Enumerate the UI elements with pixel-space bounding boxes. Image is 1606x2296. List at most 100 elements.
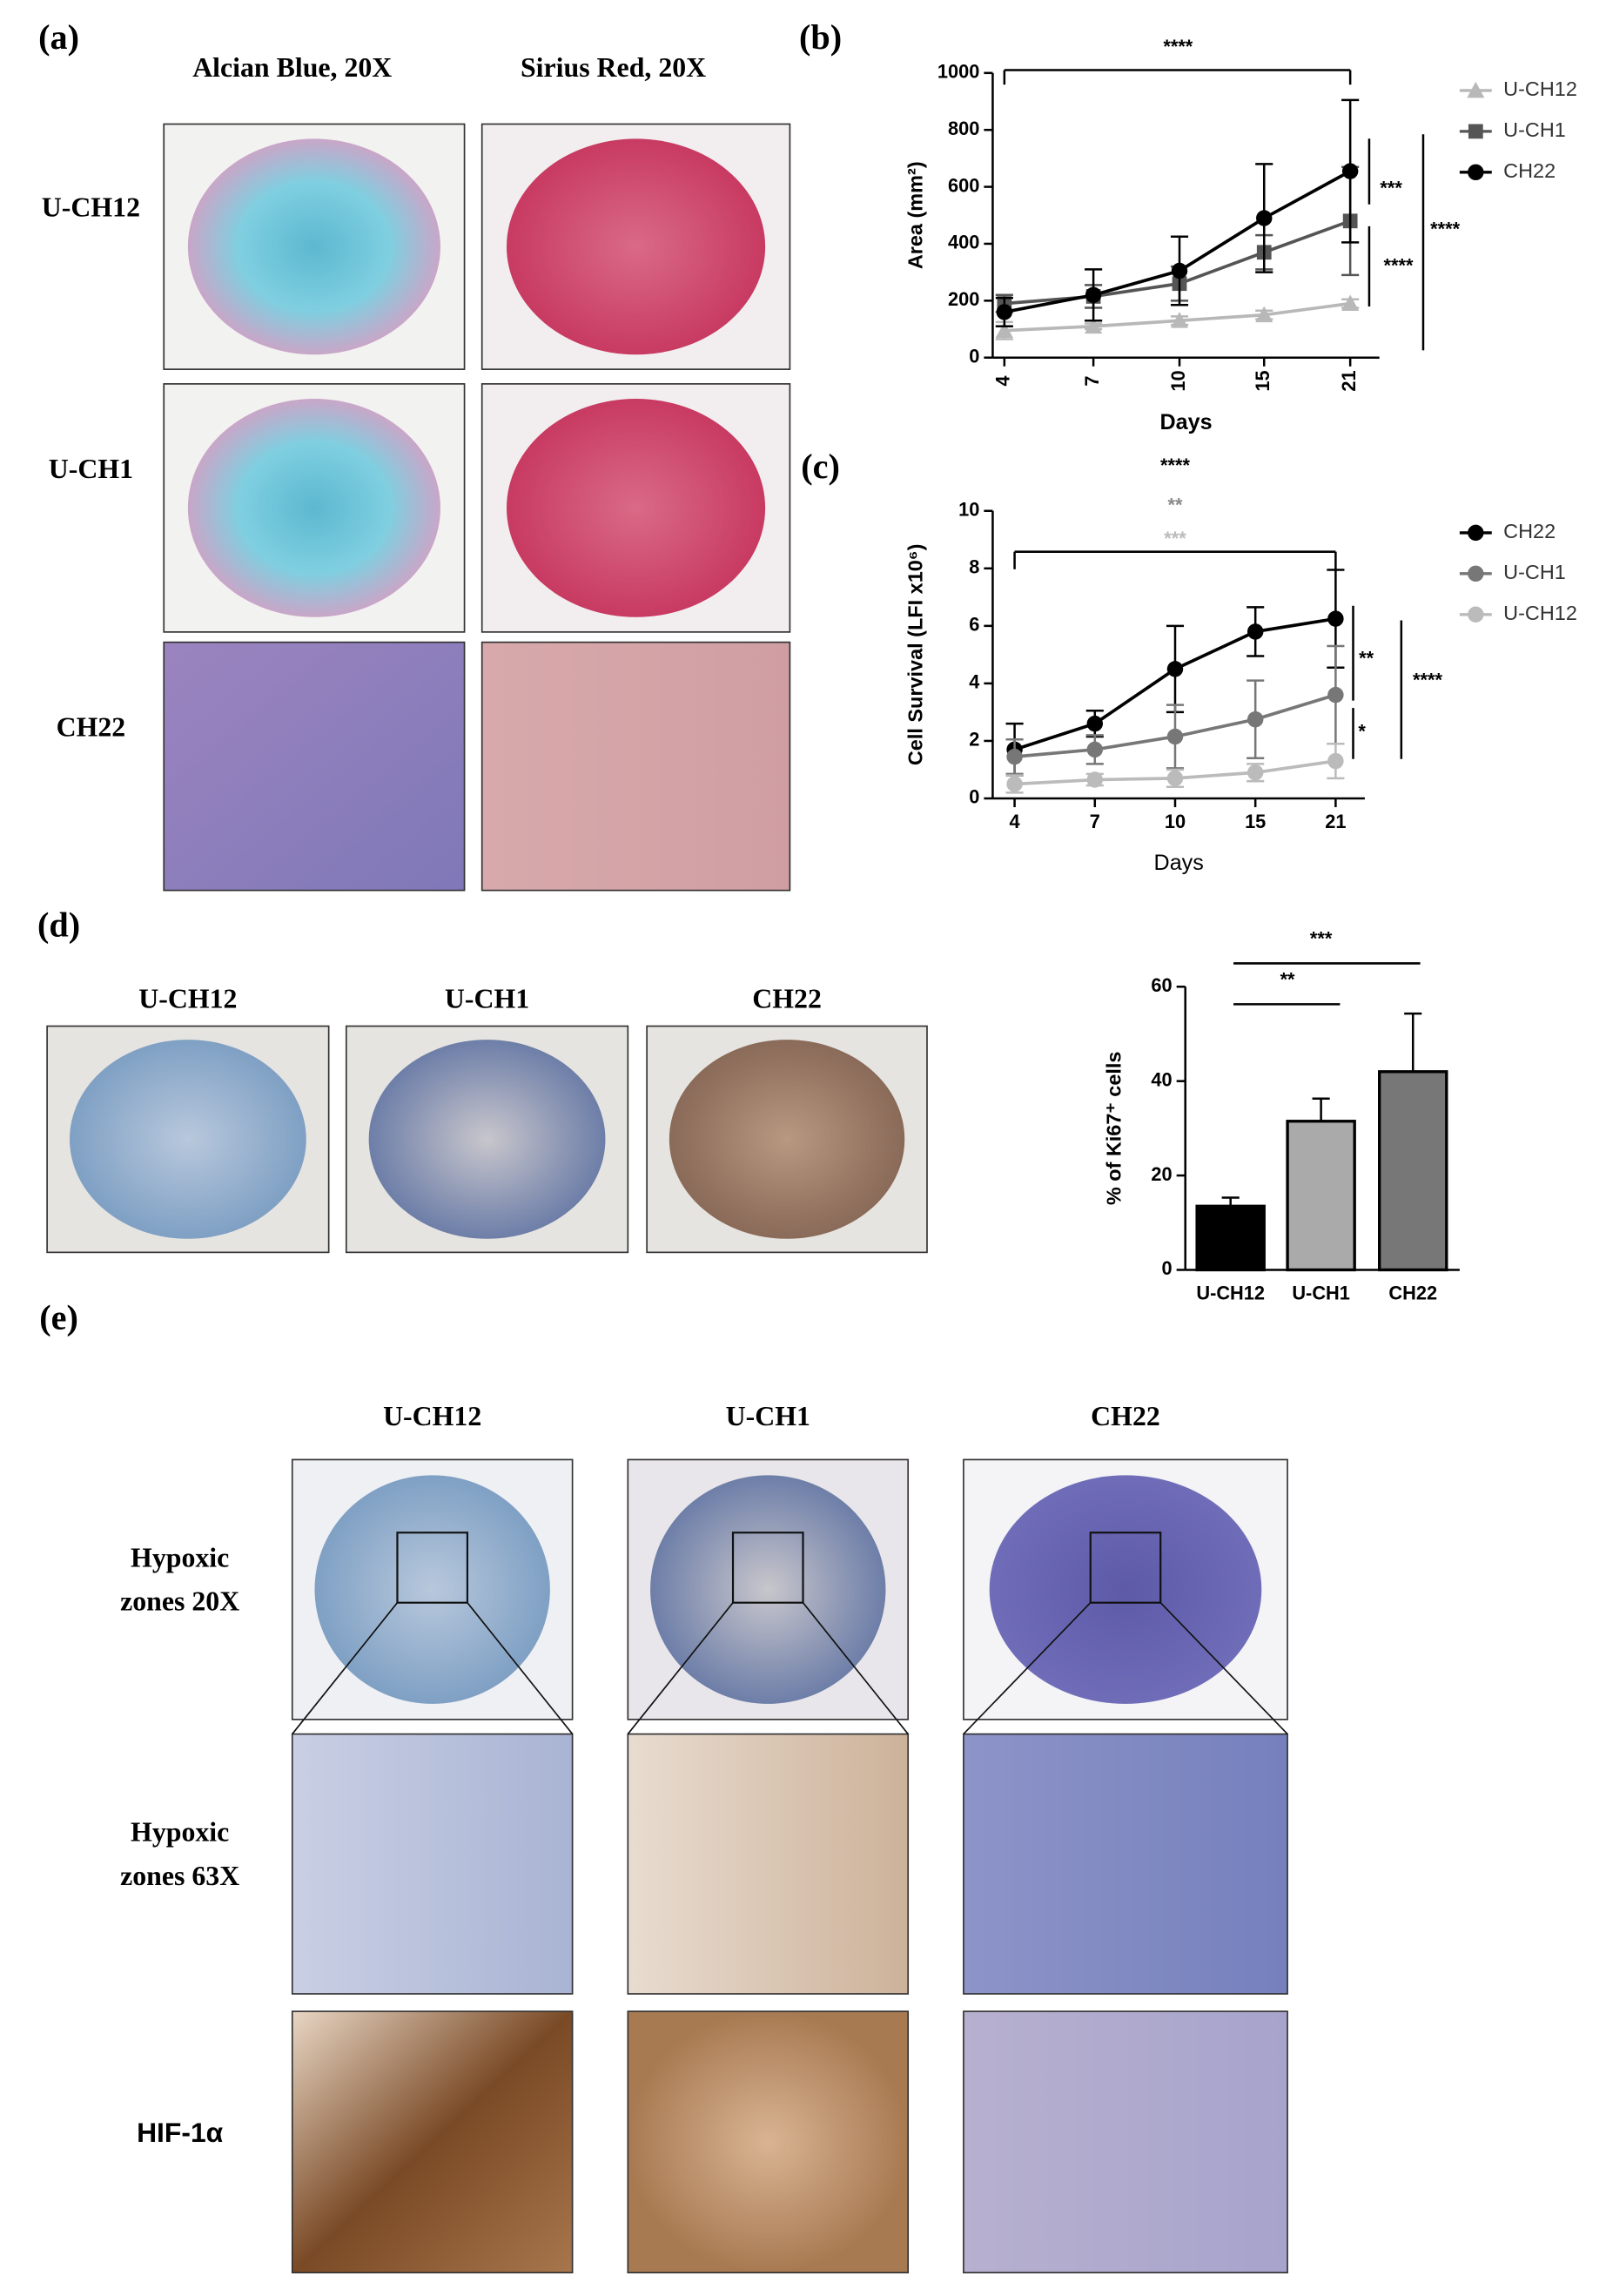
panel-label: (b)	[799, 17, 842, 57]
legend-marker	[1468, 124, 1483, 139]
marker	[996, 304, 1013, 320]
marker	[1170, 312, 1189, 328]
specimen	[70, 1040, 306, 1239]
y-tick-label: 40	[1151, 1068, 1172, 1090]
significance: *	[1358, 720, 1366, 742]
zoom-box	[731, 1532, 804, 1604]
significance: ****	[1413, 670, 1442, 691]
legend-marker	[1468, 606, 1484, 623]
marker	[1086, 771, 1104, 788]
marker	[1086, 741, 1104, 758]
row-label: HIF-1α	[137, 2117, 224, 2148]
y-tick-label: 20	[1151, 1163, 1172, 1185]
zoom-line	[963, 1602, 1092, 1735]
significance: ****	[1384, 255, 1414, 277]
row-label: U-CH12	[42, 192, 140, 223]
marker	[995, 321, 1013, 339]
y-tick-label: 10	[958, 498, 979, 520]
y-tick-label: 6	[969, 614, 979, 636]
y-tick-label: 8	[969, 556, 979, 578]
specimen	[650, 1475, 886, 1704]
x-tick-label: 10	[1167, 370, 1189, 391]
marker	[1166, 661, 1184, 677]
x-tick-label: 15	[1245, 811, 1266, 832]
x-axis-label: Days	[1160, 410, 1213, 434]
bar	[1378, 1070, 1448, 1272]
series-line	[1004, 219, 1351, 306]
row-label: zones 63X	[120, 1861, 239, 1891]
significance: **	[1359, 647, 1374, 669]
row-label: CH22	[57, 712, 126, 743]
marker	[1246, 764, 1264, 781]
column-label: U-CH1	[726, 1401, 810, 1431]
legend-marker	[1467, 81, 1485, 98]
column-label: U-CH12	[138, 983, 237, 1013]
row-label: Hypoxic	[131, 1817, 229, 1848]
column-label: Alcian Blue, 20X	[192, 52, 392, 83]
x-tick-label: 4	[992, 375, 1014, 386]
y-axis-label: Cell Survival (LFI x10⁶)	[904, 544, 926, 766]
x-tick-label: CH22	[1388, 1283, 1437, 1304]
y-tick-label: 0	[969, 786, 979, 808]
x-tick-label: U-CH12	[1196, 1283, 1265, 1304]
column-label: CH22	[752, 983, 822, 1013]
micrograph	[627, 2010, 910, 2274]
specimen	[669, 1040, 905, 1239]
legend-label: CH22	[1503, 520, 1556, 542]
y-axis-label: % of Ki67⁺ cells	[1102, 1052, 1125, 1206]
marker	[1341, 294, 1360, 311]
legend-label: U-CH1	[1503, 561, 1566, 583]
micrograph	[963, 1733, 1288, 1995]
specimen	[506, 138, 766, 355]
marker	[1246, 623, 1264, 640]
marker	[1256, 210, 1273, 226]
specimen	[506, 398, 766, 617]
marker	[1166, 728, 1184, 745]
row-label: U-CH1	[49, 454, 133, 484]
specimen	[187, 138, 440, 355]
significance: **	[1168, 494, 1183, 515]
micrograph	[627, 1733, 910, 1995]
zoom-line	[1159, 1602, 1288, 1735]
marker	[1166, 770, 1184, 787]
significance: ****	[1163, 36, 1193, 57]
marker	[1086, 715, 1104, 732]
column-label: U-CH12	[383, 1401, 481, 1431]
significance: ***	[1380, 178, 1402, 199]
specimen	[368, 1040, 606, 1239]
legend-label: U-CH12	[1503, 77, 1577, 100]
marker	[1327, 686, 1344, 704]
marker	[1341, 163, 1359, 179]
zoom-box	[1089, 1532, 1162, 1604]
micrograph	[291, 1733, 574, 1995]
legend-marker	[1468, 164, 1484, 181]
y-tick-label: 400	[948, 232, 979, 253]
significance: ***	[1164, 528, 1186, 549]
y-tick-label: 4	[969, 671, 979, 693]
legend-label: U-CH12	[1503, 602, 1577, 624]
marker	[1327, 610, 1344, 627]
y-tick-label: 200	[948, 288, 979, 310]
marker	[1085, 286, 1102, 304]
significance: ****	[1160, 454, 1190, 476]
panel-label: (c)	[801, 447, 840, 486]
panel-label: (d)	[37, 905, 80, 944]
bar	[1195, 1204, 1266, 1272]
y-tick-label: 0	[1162, 1257, 1173, 1279]
x-axis-label: Days	[1154, 851, 1204, 875]
x-tick-label: 4	[1010, 811, 1020, 832]
row-label: zones 20X	[120, 1586, 239, 1617]
bar	[1286, 1120, 1356, 1272]
legend-marker	[1468, 524, 1484, 542]
marker	[1006, 776, 1023, 792]
micrograph	[480, 641, 791, 892]
column-label: CH22	[1091, 1401, 1160, 1431]
marker	[1085, 317, 1103, 334]
specimen	[187, 398, 440, 617]
series-line	[1004, 169, 1352, 314]
marker	[1171, 262, 1188, 279]
x-tick-label: 21	[1325, 811, 1346, 832]
specimen	[314, 1475, 550, 1704]
y-tick-label: 60	[1151, 974, 1172, 996]
